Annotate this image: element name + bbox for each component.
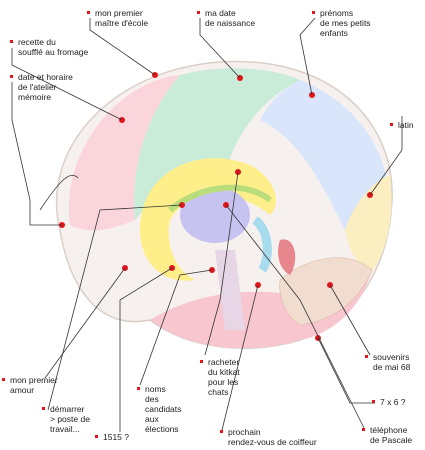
label-line: ma date [205,8,236,18]
label-line: de Pascale [370,435,412,445]
label-line: de l'atelier [18,82,57,92]
label-line: soufflé au fromage [18,47,89,57]
label-line: démarrer [50,404,85,414]
label-line: > poste de [50,414,90,424]
label-line: de mes petits [320,18,371,28]
leader-line [12,82,62,225]
label: latin [398,120,414,130]
brain-diagram: mon premiermaître d'écolema datede naiss… [0,0,425,450]
label-bullet [312,11,315,14]
label-line: chats [208,387,228,397]
label-line: amour [10,385,34,395]
label-line: téléphone [370,425,408,435]
brain [40,61,392,348]
label-line: aux [145,414,159,424]
label-bullet [2,378,5,381]
label-bullet [362,428,365,431]
label-bullet [220,430,223,433]
label-bullet [137,387,140,390]
label-bullet [197,11,200,14]
label-bullet [10,75,13,78]
label-line: rendez-vous de coiffeur [228,437,317,447]
label-line: latin [398,120,414,130]
label-line: 1515 ? [103,432,129,442]
label-line: candidats [145,404,181,414]
label-line: travail... [50,424,80,434]
label-line: de mai 68 [373,362,411,372]
label: 1515 ? [103,432,129,442]
label-bullet [10,40,13,43]
label-bullet [372,400,375,403]
label-line: souvenirs [373,352,409,362]
label-line: racheter [208,357,239,367]
label: 7 x 6 ? [380,397,406,407]
label-bullet [200,360,203,363]
label-line: des [145,394,159,404]
label-line: 7 x 6 ? [380,397,406,407]
label-line: mon premier [10,375,58,385]
label-line: date et horaire [18,72,73,82]
label-line: élections [145,424,179,434]
label-line: enfants [320,28,348,38]
label-line: pour les [208,377,238,387]
label-line: prénoms [320,8,353,18]
label-line: du kitkat [208,367,240,377]
label-bullet [390,123,393,126]
label-bullet [42,407,45,410]
label-line: recette du [18,37,56,47]
label-line: de naissance [205,18,255,28]
label-line: mon premier [95,8,143,18]
label-line: noms [145,384,166,394]
label-bullet [365,355,368,358]
label-bullet [87,11,90,14]
label-line: prochain [228,427,261,437]
label-line: maître d'école [95,18,148,28]
label-bullet [95,435,98,438]
label-line: mémoire [18,92,51,102]
